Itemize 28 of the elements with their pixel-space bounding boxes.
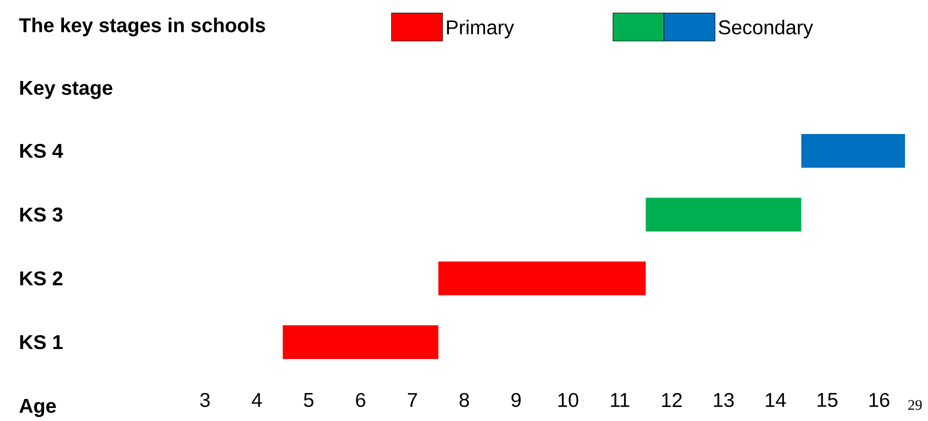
legend-label: Secondary	[718, 20, 814, 38]
x-tick-label: 5	[304, 393, 314, 407]
y-tick-label: KS 4	[20, 144, 64, 158]
x-tick-label: 3	[200, 392, 210, 408]
legend-label: Primary	[447, 20, 514, 38]
bar	[646, 198, 802, 232]
x-tick-label: 7	[408, 393, 417, 407]
y-axis-title: Key stage	[20, 81, 112, 99]
x-axis-title: Age	[19, 399, 56, 417]
bar	[438, 261, 646, 296]
y-tick-label: KS 1	[20, 335, 63, 350]
x-tick-label: 11	[610, 393, 630, 407]
x-tick-label: 4	[252, 393, 262, 407]
x-tick-label: 12	[662, 393, 682, 407]
bar	[801, 134, 906, 168]
x-tick-label: 9	[512, 392, 521, 408]
x-tick-label: 16	[870, 392, 890, 408]
bar	[282, 325, 438, 360]
text: 29	[908, 400, 922, 410]
y-tick-label: KS 2	[20, 271, 62, 286]
x-tick-label: 14	[766, 393, 786, 407]
x-tick-label: 13	[714, 392, 734, 408]
x-tick-label: 15	[818, 393, 838, 407]
chart-title: The key stages in schools	[19, 18, 266, 36]
x-tick-label: 6	[356, 392, 366, 408]
x-tick-label: 8	[460, 392, 469, 408]
x-tick-label: 10	[558, 392, 578, 408]
y-tick-label: KS 3	[20, 208, 62, 222]
